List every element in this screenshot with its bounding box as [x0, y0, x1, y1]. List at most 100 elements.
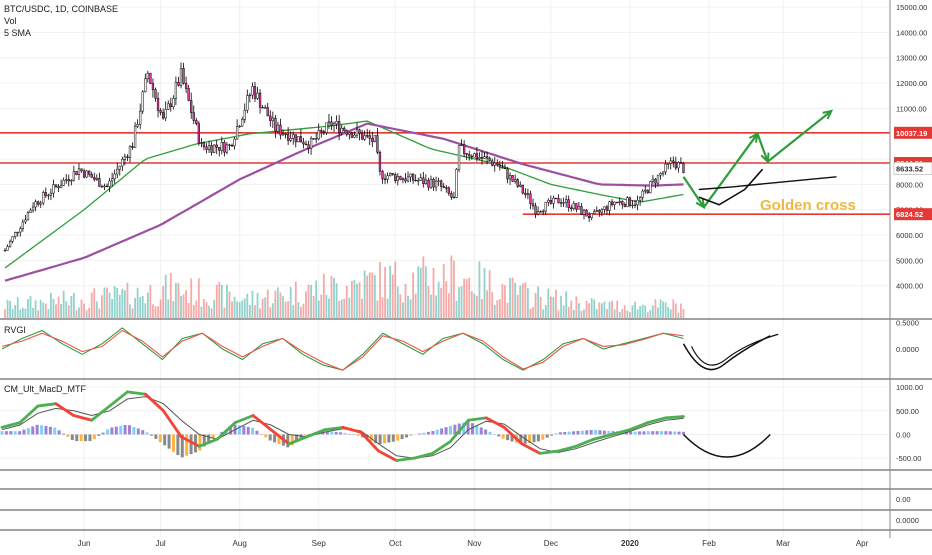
volume-bar [660, 299, 662, 318]
volume-bar [144, 303, 146, 318]
volume-bar [96, 302, 98, 318]
candle-body [83, 171, 85, 177]
candle-body [652, 179, 654, 181]
volume-bar [274, 291, 276, 318]
candle-body [101, 186, 103, 187]
macd-histogram-bar [634, 432, 637, 435]
volume-bar [384, 267, 386, 318]
volume-bar [165, 275, 167, 318]
candle-body [616, 202, 618, 203]
volume-bar [591, 298, 593, 318]
volume-bar [461, 286, 463, 318]
volume-bar [206, 302, 208, 318]
candle-body [297, 137, 299, 142]
volume-bar [535, 293, 537, 318]
volume-bar [45, 303, 47, 318]
candle-body [267, 108, 269, 116]
volume-bar [389, 266, 391, 318]
volume-bar [466, 279, 468, 318]
volume-bar [440, 288, 442, 318]
candle-body [647, 190, 649, 193]
macd-histogram-bar [132, 427, 135, 435]
volume-bar [667, 307, 669, 318]
macd-histogram-bar [669, 431, 672, 434]
candle-body [565, 200, 567, 203]
volume-bar [410, 299, 412, 318]
candle-body [254, 86, 256, 98]
volume-bar [677, 313, 679, 318]
macd-histogram-bar [304, 434, 307, 435]
y-tick-label: 11000.00 [896, 104, 927, 113]
volume-bar [27, 299, 29, 318]
candle-body [172, 98, 174, 106]
candle-body [285, 134, 287, 135]
volume-bar [361, 299, 363, 318]
candle-body [581, 206, 583, 214]
volume-bar [269, 307, 271, 318]
candle-body [328, 122, 330, 123]
volume-bar [30, 296, 32, 318]
volume-bar [445, 281, 447, 318]
volume-bar [106, 288, 108, 318]
candle-body [313, 138, 315, 139]
candle-body [611, 202, 613, 205]
macd-histogram-bar [427, 432, 430, 435]
volume-bar [425, 266, 427, 318]
macd-histogram-bar [656, 431, 659, 434]
candle-body [601, 209, 603, 212]
volume-bar [629, 312, 631, 318]
candle-body [642, 191, 644, 197]
macd-histogram-bar [53, 428, 56, 435]
macd-histogram-bar [115, 427, 118, 435]
volume-bar [351, 281, 353, 318]
candle-body [249, 95, 251, 96]
candle-body [139, 111, 141, 124]
candle-body [514, 180, 516, 182]
candle-body [604, 207, 606, 210]
macd-histogram-bar [168, 434, 171, 448]
candle-body [468, 155, 470, 156]
macd-y-tick: 0.00 [896, 430, 911, 439]
candle-body [598, 210, 600, 212]
volume-bar [359, 282, 361, 318]
volume-bar [532, 307, 534, 318]
volume-bar [428, 286, 430, 318]
volume-bar [560, 296, 562, 318]
candle-body [366, 135, 368, 136]
candle-body [583, 210, 585, 214]
volume-bar [121, 289, 123, 318]
macd-histogram-bar [154, 434, 157, 438]
volume-bar [512, 278, 514, 318]
volume-bar [81, 300, 83, 318]
candle-body [555, 198, 557, 199]
volume-bar [565, 291, 567, 318]
volume-bar [392, 275, 394, 318]
macd-histogram-bar [93, 434, 96, 439]
candle-body [78, 169, 80, 175]
macd-histogram-bar [563, 432, 566, 434]
macd-histogram-bar [396, 434, 399, 440]
volume-bar [4, 309, 6, 318]
candle-body [399, 176, 401, 179]
volume-bar [190, 278, 192, 318]
candle-body [325, 123, 327, 133]
macd-histogram-bar [75, 434, 78, 441]
volume-bar [448, 293, 450, 318]
candle-body [512, 175, 514, 181]
candle-body [315, 139, 317, 140]
candle-body [438, 181, 440, 182]
volume-bar [137, 288, 139, 318]
candle-body [461, 145, 463, 146]
volume-bar [53, 299, 55, 318]
candle-body [25, 220, 27, 222]
candle-body [680, 162, 682, 163]
candle-body [114, 174, 116, 179]
volume-bar [98, 308, 100, 318]
macd-histogram-bar [480, 427, 483, 434]
volume-bar [83, 304, 85, 318]
candle-body [213, 145, 215, 152]
candle-body [450, 193, 452, 197]
volume-bar [680, 304, 682, 318]
volume-bar [226, 285, 228, 318]
